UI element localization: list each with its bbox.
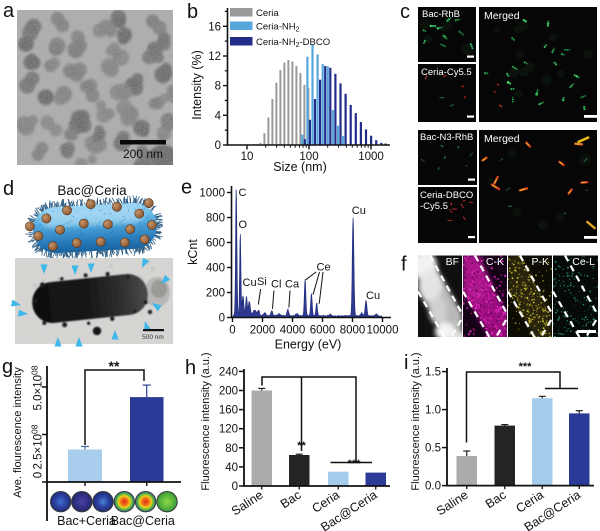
svg-text:800: 800 xyxy=(206,213,225,225)
svg-text:Energy (eV): Energy (eV) xyxy=(275,338,342,352)
svg-text:c: c xyxy=(400,1,410,23)
svg-text:Ave. flourescence intensity: Ave. flourescence intensity xyxy=(12,367,24,498)
svg-text:Bac-RhB: Bac-RhB xyxy=(422,9,460,20)
svg-text:kCnt: kCnt xyxy=(186,239,200,265)
svg-text:1.5: 1.5 xyxy=(425,367,441,379)
svg-text:Bac: Bac xyxy=(483,488,509,511)
svg-text:0.5: 0.5 xyxy=(425,443,441,455)
svg-text:400: 400 xyxy=(206,263,225,275)
svg-text:Size (nm): Size (nm) xyxy=(273,160,326,174)
svg-text:600: 600 xyxy=(206,238,225,250)
svg-text:8000: 8000 xyxy=(340,325,366,337)
svg-text:0: 0 xyxy=(229,325,235,337)
svg-text:100: 100 xyxy=(299,151,318,163)
svg-text:Cu: Cu xyxy=(352,205,366,217)
svg-text:Cu: Cu xyxy=(366,290,380,302)
svg-text:1.0: 1.0 xyxy=(425,405,441,417)
svg-text:f: f xyxy=(401,254,407,276)
svg-text:0: 0 xyxy=(219,313,225,325)
svg-text:0: 0 xyxy=(33,472,45,478)
svg-text:5.0×1008: 5.0×1008 xyxy=(30,365,45,410)
svg-text:O: O xyxy=(239,219,248,231)
svg-text:BF: BF xyxy=(446,256,459,268)
svg-text:-Cy5.5: -Cy5.5 xyxy=(420,201,448,212)
svg-text:C-K: C-K xyxy=(486,256,504,268)
svg-text:Merged: Merged xyxy=(484,133,520,145)
svg-text:200: 200 xyxy=(219,386,238,398)
svg-text:Bac+Ceria: Bac+Ceria xyxy=(57,514,116,528)
svg-text:200: 200 xyxy=(206,288,225,300)
svg-text:240: 240 xyxy=(219,366,238,378)
svg-text:4: 4 xyxy=(215,110,222,122)
svg-text:Cl: Cl xyxy=(271,279,281,291)
svg-text:Ceria-NH2: Ceria-NH2 xyxy=(256,22,300,34)
svg-text:8: 8 xyxy=(215,81,221,93)
svg-text:Ceria-DBCO: Ceria-DBCO xyxy=(420,190,473,201)
svg-text:Merged: Merged xyxy=(484,10,520,22)
svg-text:Fluorescence intensity (a.u.): Fluorescence intensity (a.u.) xyxy=(410,352,422,490)
svg-text:Ca: Ca xyxy=(285,279,300,291)
svg-text:160: 160 xyxy=(219,405,238,417)
svg-text:16: 16 xyxy=(208,21,221,33)
svg-text:C: C xyxy=(239,187,247,199)
svg-text:h: h xyxy=(185,357,196,379)
svg-text:500 nm: 500 nm xyxy=(142,334,164,341)
svg-text:e: e xyxy=(181,177,192,199)
svg-text:Cu: Cu xyxy=(243,277,257,289)
svg-text:i: i xyxy=(404,352,408,374)
svg-text:2.5×1008: 2.5×1008 xyxy=(30,424,45,469)
svg-text:4000: 4000 xyxy=(280,325,306,337)
svg-text:**: ** xyxy=(109,358,120,374)
svg-text:Bac-N3-RhB: Bac-N3-RhB xyxy=(420,132,473,143)
svg-text:Fluorescence intensity (a.u.): Fluorescence intensity (a.u.) xyxy=(200,352,212,490)
svg-text:6000: 6000 xyxy=(310,325,336,337)
svg-text:Intensity (%): Intensity (%) xyxy=(190,50,204,119)
svg-text:2000: 2000 xyxy=(250,325,276,337)
svg-text:1000: 1000 xyxy=(199,188,225,200)
svg-text:Ce: Ce xyxy=(317,262,331,274)
svg-text:0: 0 xyxy=(232,481,238,493)
svg-text:***: *** xyxy=(519,361,533,373)
svg-text:Ceria: Ceria xyxy=(256,8,279,19)
svg-text:120: 120 xyxy=(219,424,238,436)
svg-text:Ce-L: Ce-L xyxy=(572,256,595,268)
svg-text:80: 80 xyxy=(225,443,238,455)
svg-text:0.0: 0.0 xyxy=(425,481,441,493)
svg-text:g: g xyxy=(2,356,13,378)
svg-text:P-K: P-K xyxy=(531,256,549,268)
svg-text:Bac: Bac xyxy=(278,488,304,511)
svg-text:10: 10 xyxy=(241,151,254,163)
svg-text:200 nm: 200 nm xyxy=(123,147,163,161)
svg-text:***: *** xyxy=(348,458,362,470)
svg-text:Bac@Ceria: Bac@Ceria xyxy=(111,514,175,528)
svg-text:**: ** xyxy=(297,440,306,452)
svg-text:Ceria-Cy5.5: Ceria-Cy5.5 xyxy=(421,67,472,78)
svg-text:40: 40 xyxy=(225,462,238,474)
svg-text:0: 0 xyxy=(215,140,221,152)
svg-text:1000: 1000 xyxy=(358,151,384,163)
svg-text:10000: 10000 xyxy=(367,325,399,337)
svg-text:Bac@Ceria: Bac@Ceria xyxy=(57,183,127,198)
svg-text:d: d xyxy=(3,178,14,200)
svg-text:Si: Si xyxy=(257,276,267,288)
svg-text:12: 12 xyxy=(208,51,221,63)
svg-text:Ceria-NH2-DBCO: Ceria-NH2-DBCO xyxy=(256,37,330,49)
